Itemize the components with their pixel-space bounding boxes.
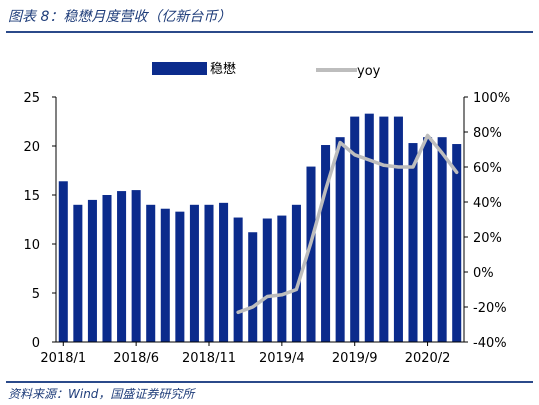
bar [393, 116, 403, 342]
right-axis-tick-label: 0% [473, 266, 494, 281]
bar [146, 204, 156, 342]
bar [321, 145, 331, 342]
source-note: 资料来源：Wind，国盛证券研究所 [8, 387, 195, 401]
bar [175, 211, 185, 342]
x-axis-tick-label: 2018/6 [113, 351, 159, 366]
x-axis-tick-label: 2020/2 [405, 351, 451, 366]
right-axis-tick-label: -20% [473, 301, 507, 316]
bar [364, 113, 374, 342]
bar [291, 204, 301, 342]
bar [87, 199, 97, 342]
left-axis-tick-label: 15 [23, 189, 40, 204]
x-axis-tick-label: 2019/9 [332, 351, 378, 366]
source-rule [6, 381, 533, 383]
legend-swatch-revenue [152, 62, 207, 75]
left-axis-tick-label: 25 [23, 91, 40, 106]
x-axis-tick-label: 2018/1 [40, 351, 86, 366]
legend-label-revenue: 稳懋 [210, 61, 236, 77]
bar [204, 204, 214, 342]
right-axis-tick-label: 40% [473, 196, 502, 211]
bar [189, 204, 199, 342]
bar [408, 143, 418, 342]
bar [219, 202, 229, 342]
bar [335, 137, 345, 342]
bar [262, 218, 272, 342]
bar [233, 217, 243, 342]
left-axis-tick-label: 0 [32, 336, 40, 351]
left-axis-tick-label: 5 [32, 287, 40, 302]
bar [102, 195, 112, 342]
bar [117, 191, 127, 342]
right-axis-tick-label: 20% [473, 231, 502, 246]
bar [452, 144, 462, 342]
bar [58, 181, 68, 342]
figure-title: 图表 8：稳懋月度营收（亿新台币） [8, 9, 232, 25]
yoy-line [236, 133, 459, 315]
bar [277, 215, 287, 342]
bar [379, 116, 389, 342]
title-rule [6, 31, 533, 33]
bar [423, 137, 433, 342]
bar [160, 208, 170, 342]
bar [437, 137, 447, 342]
left-axis-tick-label: 10 [23, 238, 40, 253]
left-axis-tick-label: 20 [23, 140, 40, 155]
legend-label-yoy: yoy [357, 64, 381, 79]
x-axis-tick-label: 2018/11 [182, 351, 236, 366]
bar [73, 204, 83, 342]
revenue-chart: 0 5 10 15 20 25 -40% -20% 0% 20% 40% 60% 80% 100% 2018… [23, 61, 510, 366]
right-axis-tick-label: 100% [473, 91, 510, 106]
bar [306, 166, 316, 342]
x-axis-tick-label: 2019/4 [259, 351, 305, 366]
right-axis-tick-label: 80% [473, 126, 502, 141]
bar [248, 232, 258, 342]
right-axis-tick-label: -40% [473, 336, 507, 351]
bar [350, 116, 360, 342]
bar [131, 190, 141, 342]
right-axis-tick-label: 60% [473, 161, 502, 176]
